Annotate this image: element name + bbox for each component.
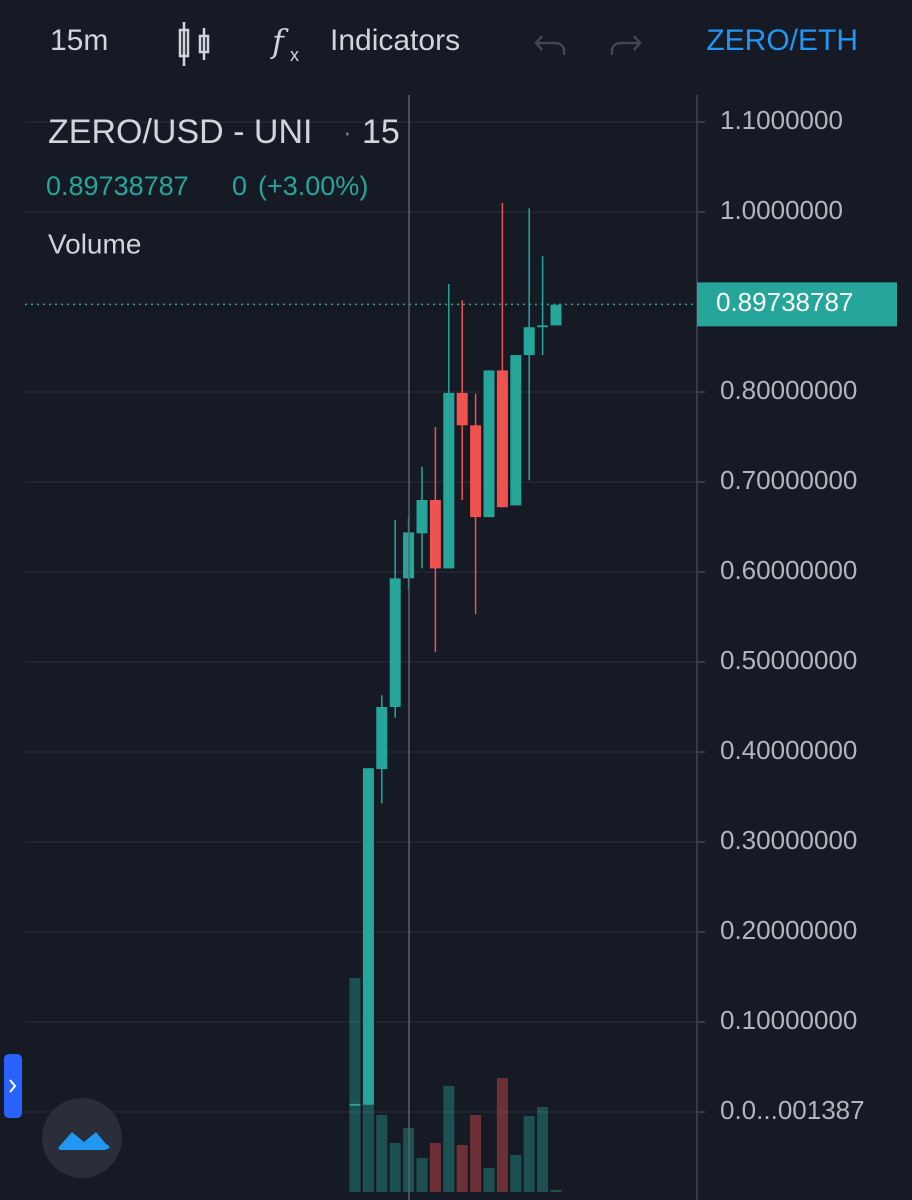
logo-icon xyxy=(58,1132,110,1150)
legend-change-pct: (+3.00%) xyxy=(258,171,368,201)
side-tab[interactable] xyxy=(4,1054,22,1118)
candle-body xyxy=(443,392,455,569)
volume-bar xyxy=(429,1143,441,1192)
volume-bar xyxy=(496,1078,508,1192)
indicators-button[interactable]: Indicators xyxy=(330,24,460,57)
side-tab-arrow xyxy=(9,1079,17,1093)
candle-body xyxy=(456,392,468,426)
volume-bar xyxy=(510,1155,522,1192)
candle-body xyxy=(349,1103,361,1106)
legend-change: 0 xyxy=(232,171,247,201)
y-tick-label: 0.20000000 xyxy=(720,915,857,945)
candle-body xyxy=(483,370,495,518)
volume-bar xyxy=(550,1190,562,1192)
legend-separator: · xyxy=(343,117,352,147)
volume-bar xyxy=(443,1086,455,1192)
volume-bar xyxy=(483,1168,495,1192)
candle-body xyxy=(389,578,401,708)
candle-body xyxy=(376,707,388,770)
y-tick-label: 0.10000000 xyxy=(720,1005,857,1035)
candle-body xyxy=(416,500,428,534)
legend-last: 0.89738787 xyxy=(46,171,189,201)
candle-body xyxy=(470,425,482,518)
volume-bar xyxy=(470,1115,482,1192)
candle-body xyxy=(362,768,374,1105)
symbol-button[interactable]: ZERO/ETH xyxy=(706,24,858,57)
fx-icon-sub: x xyxy=(290,45,299,65)
y-tick-label: 0.80000000 xyxy=(720,375,857,405)
volume-bar xyxy=(523,1116,535,1192)
candle-body xyxy=(510,355,522,506)
interval-button[interactable]: 15m xyxy=(50,24,108,57)
volume-bar xyxy=(456,1145,468,1192)
candle-body xyxy=(523,327,535,356)
volume-bar xyxy=(349,978,361,1192)
y-tick-label: 0.0...001387 xyxy=(720,1095,865,1125)
legend-resolution: 15 xyxy=(362,113,400,151)
volume-bar xyxy=(416,1158,428,1192)
legend-title: ZERO/USD - UNI xyxy=(48,113,312,151)
y-tick-label: 0.70000000 xyxy=(720,465,857,495)
y-tick-label: 1.1000000 xyxy=(720,105,843,135)
volume-bar xyxy=(362,1105,374,1192)
volume-bar xyxy=(389,1143,401,1192)
candle-body xyxy=(496,370,508,508)
logo-button[interactable] xyxy=(42,1098,122,1178)
y-tick-label: 0.60000000 xyxy=(720,555,857,585)
y-tick-label: 0.50000000 xyxy=(720,645,857,675)
volume-bar xyxy=(376,1115,388,1192)
candle-body xyxy=(550,304,562,326)
plot-area xyxy=(25,121,697,1192)
candle-body xyxy=(537,325,549,328)
last-price-badge xyxy=(697,282,897,327)
chart-type-icon[interactable] xyxy=(178,22,210,66)
y-tick-label: 1.0000000 xyxy=(720,195,843,225)
y-tick-label: 0.40000000 xyxy=(720,735,857,765)
candle-body xyxy=(429,500,441,569)
y-tick-label: 0.30000000 xyxy=(720,825,857,855)
volume-bar xyxy=(537,1107,549,1192)
undo-button[interactable] xyxy=(534,35,566,55)
volume-legend: Volume xyxy=(48,228,141,259)
redo-button[interactable] xyxy=(610,35,642,55)
last-price-label: 0.89738787 xyxy=(716,287,853,317)
